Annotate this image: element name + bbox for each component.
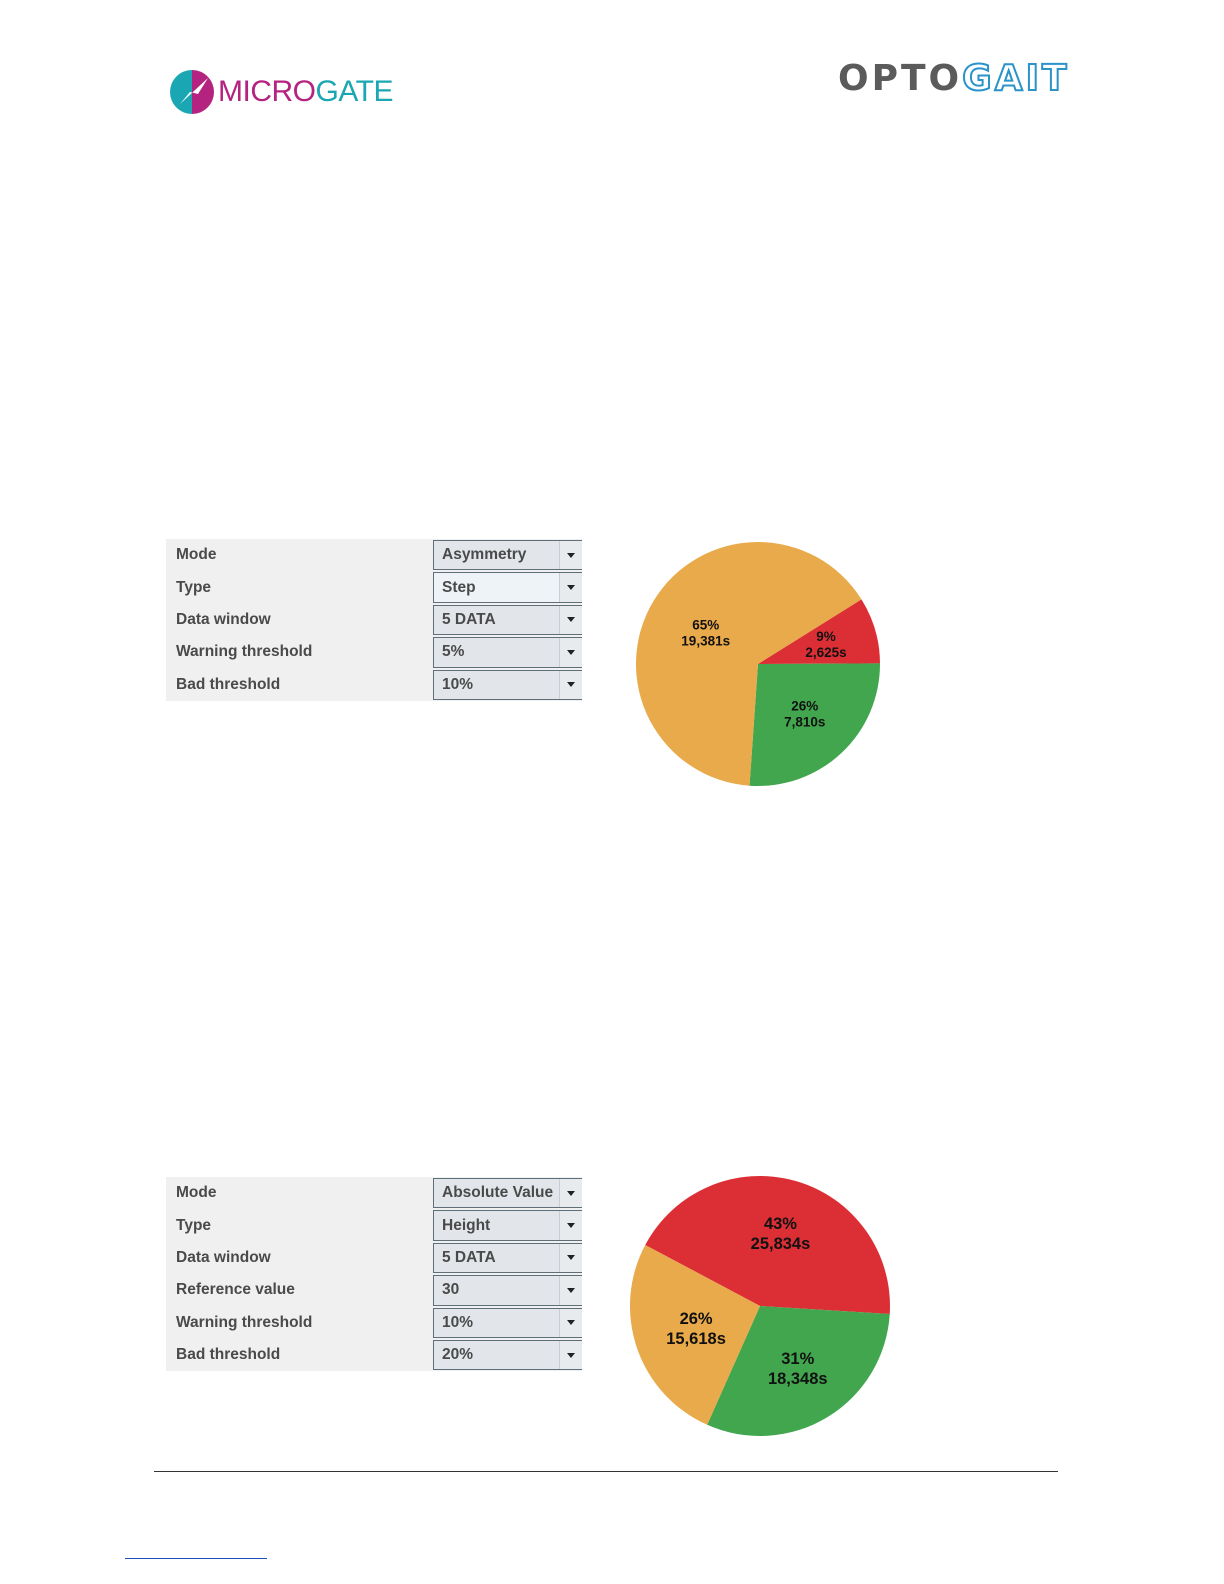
dropdown-arrow-icon[interactable]	[559, 1276, 582, 1305]
setting-row-bad-threshold: Bad threshold 20%	[166, 1339, 582, 1371]
setting-label: Type	[176, 1216, 212, 1234]
dropdown-arrow-icon[interactable]	[559, 573, 582, 602]
setting-row-type: Type Height	[166, 1209, 582, 1241]
pie-slice-orange	[630, 1244, 760, 1425]
setting-row-reference-value: Reference value 30	[166, 1274, 582, 1306]
slice-time-label: 25,834s	[751, 1235, 811, 1253]
footer-link-underline	[125, 1558, 267, 1559]
pie-svg: 43% 25,834s 31% 18,348s 26% 15,618s	[630, 1176, 890, 1436]
slice-time-label: 15,618s	[666, 1330, 726, 1348]
pie-chart-absolute-value: 43% 25,834s 31% 18,348s 26% 15,618s	[626, 1172, 894, 1440]
bad-threshold-select[interactable]: 10%	[433, 669, 582, 700]
slice-percent-label: 43%	[764, 1215, 797, 1233]
setting-row-bad-threshold: Bad threshold 10%	[166, 669, 582, 701]
setting-label: Type	[176, 578, 212, 596]
setting-label: Data window	[176, 1248, 271, 1266]
pie-slice-orange	[636, 542, 862, 786]
data-window-select[interactable]: 5 DATA	[433, 1242, 582, 1274]
slice-percent-label: 9%	[816, 629, 836, 644]
dropdown-arrow-icon[interactable]	[559, 638, 582, 667]
select-value: 10%	[442, 675, 474, 693]
setting-row-warning-threshold: Warning threshold 5%	[166, 636, 582, 668]
dropdown-arrow-icon[interactable]	[559, 1243, 582, 1273]
pie-svg: 9%2,625s 26%7,810s 65%19,381s	[636, 542, 880, 786]
slice-percent-label: 26%	[791, 699, 818, 714]
setting-row-mode: Mode Absolute Value	[166, 1177, 582, 1209]
footer-divider	[154, 1471, 1058, 1472]
warning-threshold-select[interactable]: 10%	[433, 1307, 582, 1338]
setting-label: Data window	[176, 610, 271, 628]
slice-time-label: 19,381s	[681, 633, 730, 648]
setting-label: Bad threshold	[176, 1346, 281, 1364]
select-value: 5 DATA	[442, 610, 496, 628]
setting-label: Mode	[176, 546, 217, 564]
select-value: 30	[442, 1281, 460, 1299]
dropdown-arrow-icon[interactable]	[559, 1308, 582, 1337]
dropdown-arrow-icon[interactable]	[559, 541, 582, 570]
microgate-wordmark: MICROGATE	[218, 75, 393, 108]
select-value: 5%	[442, 643, 465, 661]
setting-label: Warning threshold	[176, 643, 313, 661]
dropdown-arrow-icon[interactable]	[559, 605, 582, 635]
dropdown-arrow-icon[interactable]	[559, 1340, 582, 1370]
pie-slice-green	[749, 663, 880, 786]
warning-threshold-select[interactable]: 5%	[433, 637, 582, 668]
pie-chart-asymmetry: 9% 2,625s 26% 7,810s 65% 19,381s	[632, 538, 884, 790]
mode-select[interactable]: Asymmetry	[433, 540, 582, 571]
slice-time-label: 18,348s	[768, 1370, 828, 1388]
select-value: 20%	[442, 1346, 474, 1364]
setting-row-data-window: Data window 5 DATA	[166, 604, 582, 636]
dropdown-arrow-icon[interactable]	[559, 1179, 582, 1208]
setting-label: Reference value	[176, 1281, 295, 1299]
slice-percent-label: 65%	[692, 617, 719, 632]
setting-label: Bad threshold	[176, 675, 281, 693]
data-window-select[interactable]: 5 DATA	[433, 604, 582, 636]
setting-row-mode: Mode Asymmetry	[166, 539, 582, 571]
microgate-logo: MICROGATE	[168, 66, 393, 118]
pie-slice-red	[645, 1176, 890, 1314]
select-value: Asymmetry	[442, 546, 527, 564]
microgate-logo-mark	[168, 68, 216, 116]
select-value: Height	[442, 1216, 491, 1234]
setting-label: Mode	[176, 1184, 217, 1202]
pie-slice-red	[758, 599, 880, 664]
slice-time-label: 2,625s	[805, 645, 846, 660]
slice-time-label: 7,810s	[784, 715, 825, 730]
dropdown-arrow-icon[interactable]	[559, 1211, 582, 1240]
setting-row-warning-threshold: Warning threshold 10%	[166, 1307, 582, 1339]
settings-panel-absolute-value: Mode Absolute Value Type Height Data win…	[166, 1177, 582, 1372]
setting-label: Warning threshold	[176, 1313, 313, 1331]
mode-select[interactable]: Absolute Value	[433, 1178, 582, 1209]
type-select[interactable]: Height	[433, 1210, 582, 1241]
dropdown-arrow-icon[interactable]	[559, 670, 582, 699]
select-value: 5 DATA	[442, 1248, 496, 1266]
select-value: Step	[442, 578, 476, 596]
type-select[interactable]: Step	[433, 572, 582, 603]
settings-panel-asymmetry: Mode Asymmetry Type Step Data window 5 D…	[166, 539, 582, 701]
setting-row-data-window: Data window 5 DATA	[166, 1242, 582, 1274]
select-value: Absolute Value	[442, 1184, 554, 1202]
pie-slice-green	[707, 1306, 890, 1436]
slice-percent-label: 31%	[781, 1350, 814, 1368]
optogait-logo: OPTOGAIT	[838, 57, 1070, 100]
slice-percent-label: 26%	[680, 1310, 713, 1328]
bad-threshold-select[interactable]: 20%	[433, 1339, 582, 1371]
setting-row-type: Type Step	[166, 571, 582, 603]
reference-value-select[interactable]: 30	[433, 1275, 582, 1306]
select-value: 10%	[442, 1313, 474, 1331]
